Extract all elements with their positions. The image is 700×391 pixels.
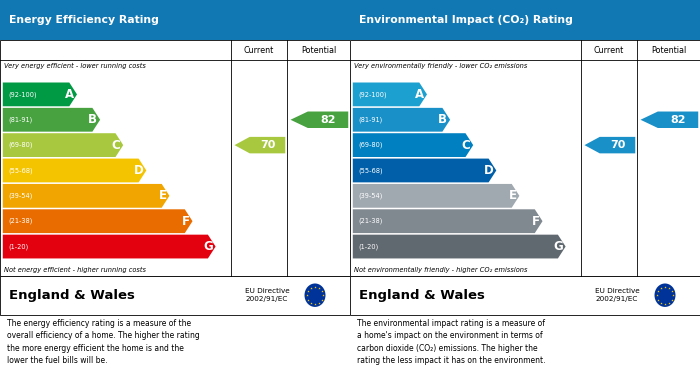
Text: D: D — [134, 164, 143, 177]
Text: England & Wales: England & Wales — [358, 289, 484, 302]
Text: 70: 70 — [260, 140, 275, 150]
Text: Very environmentally friendly - lower CO₂ emissions: Very environmentally friendly - lower CO… — [354, 63, 527, 70]
Text: Potential: Potential — [651, 45, 686, 55]
Text: Not energy efficient - higher running costs: Not energy efficient - higher running co… — [4, 266, 146, 273]
Text: (55-68): (55-68) — [8, 167, 34, 174]
Bar — [350, 276, 700, 315]
Text: EU Directive
2002/91/EC: EU Directive 2002/91/EC — [245, 288, 290, 302]
Polygon shape — [3, 184, 169, 208]
Circle shape — [304, 283, 326, 307]
Text: The energy efficiency rating is a measure of the
overall efficiency of a home. T: The energy efficiency rating is a measur… — [7, 319, 199, 365]
Text: (39-54): (39-54) — [8, 193, 33, 199]
Text: EU Directive
2002/91/EC: EU Directive 2002/91/EC — [595, 288, 640, 302]
Text: (92-100): (92-100) — [8, 91, 37, 98]
Text: Current: Current — [244, 45, 274, 55]
Bar — [0, 0, 350, 40]
Text: 70: 70 — [610, 140, 625, 150]
Text: Energy Efficiency Rating: Energy Efficiency Rating — [8, 15, 159, 25]
Text: B: B — [88, 113, 97, 126]
Text: A: A — [65, 88, 74, 101]
Polygon shape — [353, 235, 566, 258]
Polygon shape — [353, 184, 519, 208]
Text: 82: 82 — [671, 115, 686, 125]
Text: E: E — [159, 189, 167, 202]
Bar — [0, 40, 350, 276]
Text: Potential: Potential — [301, 45, 336, 55]
Bar — [350, 40, 700, 276]
Text: (1-20): (1-20) — [358, 243, 379, 250]
Text: (92-100): (92-100) — [358, 91, 387, 98]
Polygon shape — [640, 111, 699, 128]
Text: Environmental Impact (CO₂) Rating: Environmental Impact (CO₂) Rating — [358, 15, 573, 25]
Polygon shape — [234, 137, 286, 153]
Polygon shape — [3, 83, 77, 106]
Text: Very energy efficient - lower running costs: Very energy efficient - lower running co… — [4, 63, 146, 70]
Text: C: C — [112, 139, 120, 152]
Text: (21-38): (21-38) — [358, 218, 383, 224]
Polygon shape — [3, 133, 123, 157]
Polygon shape — [353, 83, 427, 106]
Polygon shape — [3, 235, 216, 258]
Polygon shape — [584, 137, 636, 153]
Text: F: F — [182, 215, 190, 228]
Text: (39-54): (39-54) — [358, 193, 383, 199]
Text: England & Wales: England & Wales — [8, 289, 134, 302]
Text: (81-91): (81-91) — [358, 117, 383, 123]
Text: A: A — [415, 88, 424, 101]
Text: (69-80): (69-80) — [8, 142, 34, 148]
Polygon shape — [3, 159, 146, 182]
Polygon shape — [3, 108, 100, 132]
Polygon shape — [3, 209, 193, 233]
Polygon shape — [353, 159, 496, 182]
Text: Current: Current — [594, 45, 624, 55]
Text: D: D — [484, 164, 494, 177]
Polygon shape — [353, 108, 450, 132]
Text: The environmental impact rating is a measure of
a home's impact on the environme: The environmental impact rating is a mea… — [357, 319, 545, 365]
Text: G: G — [553, 240, 563, 253]
Text: (55-68): (55-68) — [358, 167, 384, 174]
Text: C: C — [462, 139, 470, 152]
Bar — [350, 0, 700, 40]
Bar — [0, 276, 350, 315]
Polygon shape — [353, 209, 542, 233]
Text: G: G — [203, 240, 213, 253]
Text: E: E — [509, 189, 517, 202]
Text: F: F — [532, 215, 540, 228]
Text: (81-91): (81-91) — [8, 117, 33, 123]
Text: Not environmentally friendly - higher CO₂ emissions: Not environmentally friendly - higher CO… — [354, 266, 527, 273]
Polygon shape — [290, 111, 349, 128]
Text: B: B — [438, 113, 447, 126]
Polygon shape — [353, 133, 473, 157]
Circle shape — [654, 283, 675, 307]
Text: (1-20): (1-20) — [8, 243, 29, 250]
Text: 82: 82 — [321, 115, 336, 125]
Text: (21-38): (21-38) — [8, 218, 33, 224]
Text: (69-80): (69-80) — [358, 142, 384, 148]
